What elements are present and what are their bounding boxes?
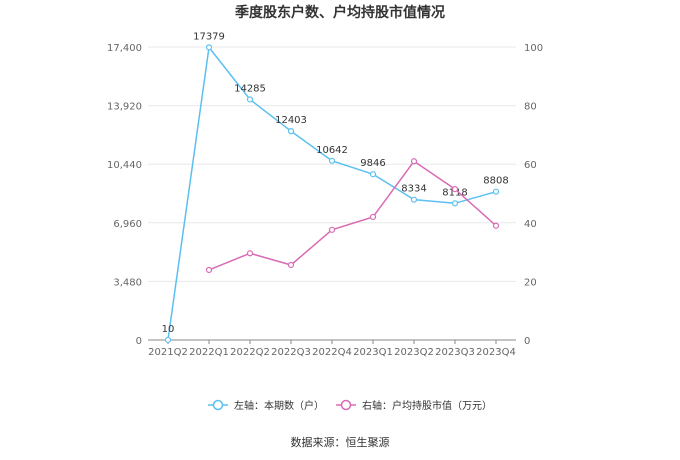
- x-tick-label: 2021Q2: [148, 347, 188, 358]
- right-series-point: [369, 213, 377, 221]
- x-tick-label: 2023Q2: [394, 347, 434, 358]
- grid-lines: [148, 46, 516, 282]
- left-series-point: [410, 196, 418, 203]
- left-series-point: [246, 96, 254, 103]
- right-series-point: [410, 158, 418, 165]
- left-series-point: [164, 336, 172, 343]
- x-tick-label: 2022Q2: [230, 347, 270, 358]
- right-series-point: [287, 261, 295, 269]
- y-right-tick-label: 100: [524, 43, 543, 54]
- y-left-tick-label: 10,440: [107, 160, 142, 171]
- left-series-point: [492, 188, 500, 195]
- axes: 0 3,480 6,960 10,440 13,920 17,400 0 20 40 60 80 10…: [107, 43, 543, 358]
- left-series-point: [328, 157, 336, 164]
- data-label: 10: [162, 324, 175, 335]
- left-series: 10 17379 14285 12403 10642 9846 8334 8118 8808: [162, 31, 509, 343]
- data-label: 10642: [316, 145, 348, 156]
- x-tick-label: 2022Q3: [271, 347, 311, 358]
- legend: 左轴：本期数（户） 右轴：户均持股市值（万元）: [208, 399, 492, 412]
- x-tick-label: 2022Q1: [189, 347, 229, 358]
- x-tick-label: 2022Q4: [312, 347, 352, 358]
- y-left-tick-label: 0: [136, 336, 142, 347]
- x-tick-label: 2023Q4: [476, 347, 516, 358]
- data-label: 8808: [483, 176, 508, 187]
- data-label: 12403: [275, 115, 307, 126]
- x-tick-label: 2023Q1: [353, 347, 393, 358]
- y-left-tick-label: 17,400: [107, 43, 142, 54]
- y-left-tick-label: 3,480: [113, 277, 142, 288]
- data-label: 17379: [193, 31, 225, 42]
- right-series-point: [328, 226, 336, 233]
- right-series: [205, 158, 500, 274]
- right-series-line: [208, 160, 497, 271]
- y-right-tick-label: 0: [524, 336, 530, 347]
- data-label: 9846: [360, 158, 385, 169]
- x-tick-label: 2023Q3: [435, 347, 475, 358]
- left-series-point: [205, 44, 213, 51]
- legend-swatch-marker: [340, 399, 352, 411]
- source-note: 数据来源：恒生聚源: [291, 435, 390, 449]
- right-series-point: [246, 250, 254, 257]
- left-series-point: [369, 171, 377, 178]
- data-label: 8334: [401, 184, 426, 195]
- right-series-point: [451, 186, 459, 193]
- y-left-tick-label: 6,960: [113, 219, 142, 230]
- y-right-tick-label: 60: [524, 160, 537, 171]
- y-right-tick-label: 20: [524, 277, 537, 288]
- legend-label: 左轴：本期数（户）: [234, 399, 324, 412]
- legend-label: 右轴：户均持股市值（万元）: [362, 399, 492, 412]
- left-series-point: [287, 128, 295, 135]
- left-series-point: [451, 200, 459, 207]
- chart-title: 季度股东户数、户均持股市值情况: [234, 4, 445, 21]
- y-right-tick-label: 40: [524, 219, 537, 230]
- right-series-point: [205, 266, 213, 274]
- legend-swatch-marker: [212, 399, 224, 411]
- y-right-tick-label: 80: [524, 102, 537, 113]
- y-left-tick-label: 13,920: [107, 102, 142, 113]
- right-series-point: [492, 222, 500, 229]
- data-label: 14285: [234, 83, 266, 94]
- data-label: 8118: [442, 187, 467, 198]
